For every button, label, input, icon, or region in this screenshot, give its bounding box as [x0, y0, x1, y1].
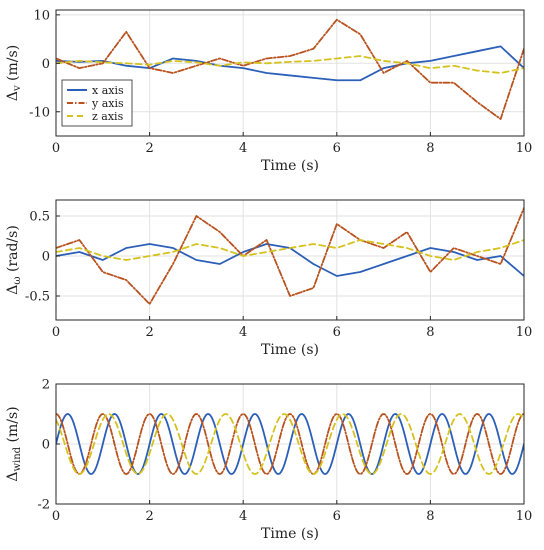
y-tick-label-2: 10 [33, 8, 50, 23]
y-axis-label: Δwind (m/s) [5, 406, 23, 481]
plot-frame [55, 9, 525, 137]
legend-label-x-axis: x axis [92, 84, 124, 97]
y-axis-label-subscript: wind [12, 446, 23, 471]
series-line-y-axis [56, 207, 524, 305]
series-group-2 [56, 207, 524, 305]
x-tick-label-3: 6 [333, 325, 341, 340]
y-axis-label: Δω (rad/s) [5, 225, 23, 295]
x-tick-label-4: 8 [426, 141, 434, 156]
x-tick-label-0: 0 [52, 325, 60, 340]
x-tick-label-1: 2 [145, 325, 153, 340]
x-tick-label-5: 10 [516, 509, 533, 524]
y-tick-label-0: -10 [29, 105, 50, 120]
x-axis-label: Time (s) [261, 158, 319, 174]
series-group-3 [56, 413, 524, 475]
x-tick-label-2: 4 [239, 509, 247, 524]
y-axis-label-base: Δ [5, 472, 21, 482]
x-tick-label-5: 10 [516, 141, 533, 156]
x-tick-label-5: 10 [516, 325, 533, 340]
y-tick-label-0: -2 [37, 498, 50, 513]
y-tick-label-2: 2 [42, 378, 50, 393]
y-axis-label-base: Δ [5, 285, 21, 295]
series-line-z-axis [56, 413, 524, 475]
x-tick-label-2: 4 [239, 325, 247, 340]
y-axis-label-unit: (rad/s) [5, 225, 21, 276]
series-line-z-axis [56, 55, 524, 74]
series-line-y-axis [56, 18, 524, 120]
x-tick-label-2: 4 [239, 141, 247, 156]
x-tick-label-0: 0 [52, 509, 60, 524]
x-tick-label-4: 8 [426, 509, 434, 524]
plot-frame [55, 199, 525, 321]
y-tick-label-1: 0 [42, 250, 50, 265]
y-tick-label-1: 0 [42, 438, 50, 453]
x-tick-label-3: 6 [333, 141, 341, 156]
y-axis-label-subscript: v [12, 85, 23, 92]
x-tick-label-0: 0 [52, 141, 60, 156]
y-tick-label-1: 0 [42, 57, 50, 72]
legend-label-y-axis: y axis [91, 97, 124, 110]
x-tick-label-1: 2 [145, 141, 153, 156]
y-axis-label: Δv (m/s) [5, 45, 23, 101]
x-tick-label-3: 6 [333, 509, 341, 524]
series-line-y-axis [56, 413, 524, 475]
series-group-1 [56, 18, 524, 120]
series-line-x-axis [56, 45, 524, 82]
y-tick-label-2: 0.5 [29, 210, 50, 225]
legend-box [61, 79, 133, 127]
x-axis-label: Time (s) [261, 342, 319, 358]
y-axis-label-unit: (m/s) [5, 45, 21, 86]
series-line-z-axis [56, 239, 524, 261]
series-line-x-axis [56, 413, 524, 475]
y-axis-label-subscript: ω [12, 277, 23, 285]
x-axis-label: Time (s) [261, 526, 319, 542]
chart-panel-2: 0 2 4 6 8 10 -0.5 0 0.5 Time (s) Δω (rad/s) [5, 199, 533, 358]
y-axis-label-unit: (m/s) [5, 406, 21, 447]
x-tick-label-4: 8 [426, 325, 434, 340]
y-tick-label-0: -0.5 [25, 290, 50, 305]
y-axis-label-base: Δ [5, 91, 21, 101]
x-tick-label-1: 2 [145, 509, 153, 524]
legend-label-z-axis: z axis [92, 110, 124, 123]
